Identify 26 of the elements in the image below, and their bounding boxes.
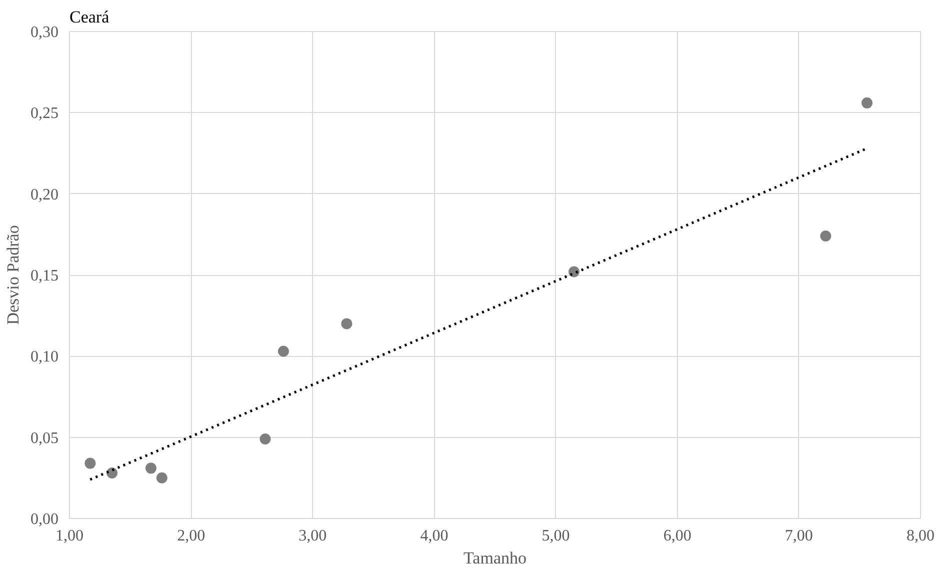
x-tick-label: 4,00: [420, 528, 448, 544]
y-tick-label: 0,30: [30, 24, 58, 41]
x-tick-label: 6,00: [663, 528, 692, 544]
point: [278, 346, 289, 357]
y-tick-label: 0,10: [30, 348, 58, 366]
x-tick-label: 3,00: [298, 528, 327, 544]
point: [820, 230, 832, 242]
y-tick-label: 0,25: [30, 105, 58, 122]
point: [260, 433, 271, 444]
x-tick-label: 5,00: [542, 528, 570, 544]
y-axis-title: Desvio Padrão: [4, 225, 22, 325]
x-tick-label: 8,00: [906, 528, 934, 544]
point: [341, 318, 352, 330]
y-tick-label: 0,05: [30, 430, 58, 447]
y-tick-label: 0,20: [30, 186, 58, 204]
y-tick-label: 0,00: [30, 511, 58, 528]
point: [145, 462, 156, 474]
point: [84, 458, 96, 469]
x-axis-title: Tamanho: [463, 548, 527, 568]
chart-title: Ceará: [70, 8, 110, 26]
y-tick-label: 0,15: [30, 268, 58, 284]
x-tick-label: 7,00: [784, 528, 813, 544]
x-tick-label: 1,00: [56, 528, 84, 544]
x-tick-label: 2,00: [177, 528, 206, 544]
point: [156, 472, 168, 484]
point: [862, 97, 873, 108]
